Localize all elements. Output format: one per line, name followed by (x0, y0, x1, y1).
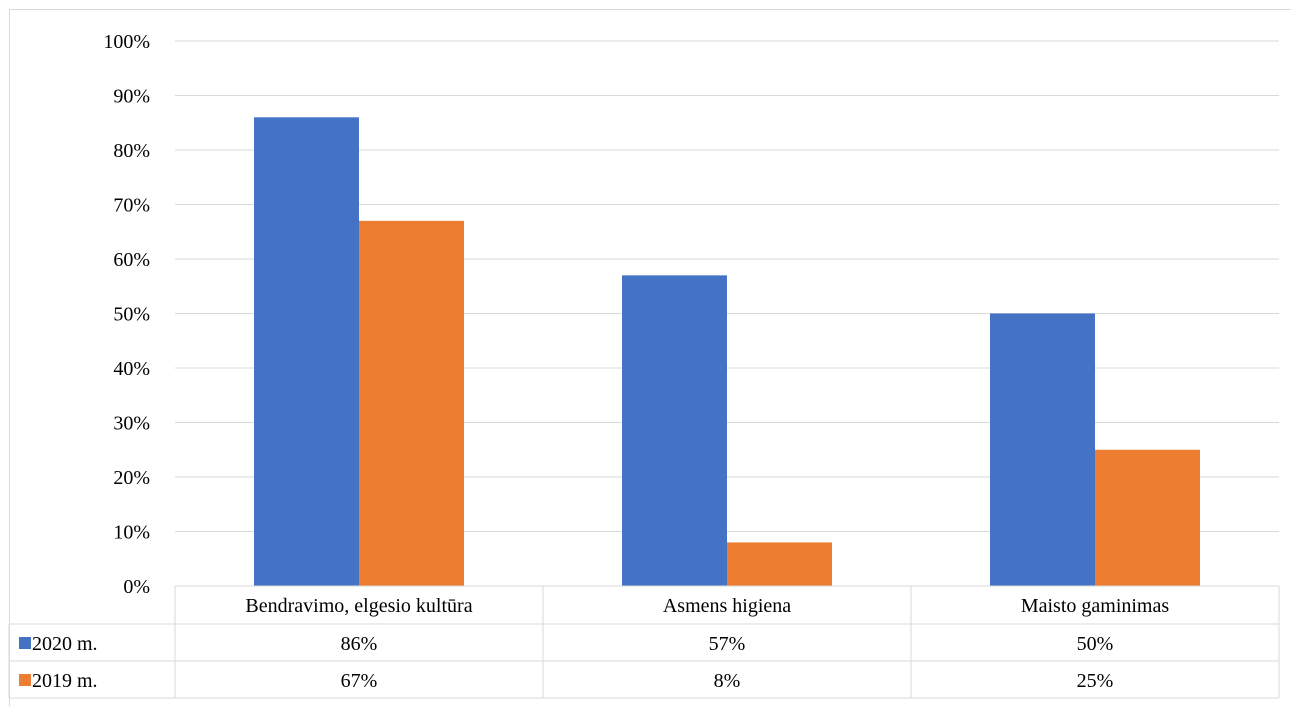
y-tick-label: 60% (113, 249, 150, 271)
legend-label: 2020 m. (32, 633, 98, 655)
data-label: 57% (709, 633, 746, 655)
y-tick-label: 10% (113, 522, 150, 544)
bar (622, 275, 727, 586)
y-tick-label: 70% (113, 195, 150, 217)
chart-frame (9, 9, 1291, 706)
y-tick-label: 50% (113, 304, 150, 326)
y-tick-label: 80% (113, 140, 150, 162)
data-label: 50% (1077, 633, 1114, 655)
legend-key (19, 674, 31, 686)
bar (727, 542, 832, 586)
data-label: 25% (1077, 670, 1114, 692)
data-label: 67% (341, 670, 378, 692)
bar (990, 313, 1095, 586)
y-tick-label: 90% (113, 86, 150, 108)
x-tick-label: Asmens higiena (663, 595, 791, 617)
y-tick-label: 100% (103, 31, 150, 53)
bar (359, 220, 464, 586)
bar (1095, 449, 1200, 586)
legend-label: 2019 m. (32, 670, 98, 692)
data-label: 8% (714, 670, 741, 692)
y-tick-label: 20% (113, 467, 150, 489)
x-tick-label: Bendravimo, elgesio kultūra (245, 595, 472, 617)
y-axis: 0% 10% 20% 30% 40% 50% 60% 70% 80% 90% 100% (103, 31, 150, 598)
bars (254, 117, 1200, 587)
y-tick-label: 30% (113, 413, 150, 435)
data-label: 86% (341, 633, 378, 655)
legend-key (19, 637, 31, 649)
y-tick-label: 40% (113, 358, 150, 380)
y-tick-label: 0% (123, 576, 150, 598)
bar (254, 117, 359, 587)
data-table: Bendravimo, elgesio kultūra Asmens higien… (8, 585, 1280, 699)
x-tick-label: Maisto gaminimas (1021, 595, 1170, 617)
